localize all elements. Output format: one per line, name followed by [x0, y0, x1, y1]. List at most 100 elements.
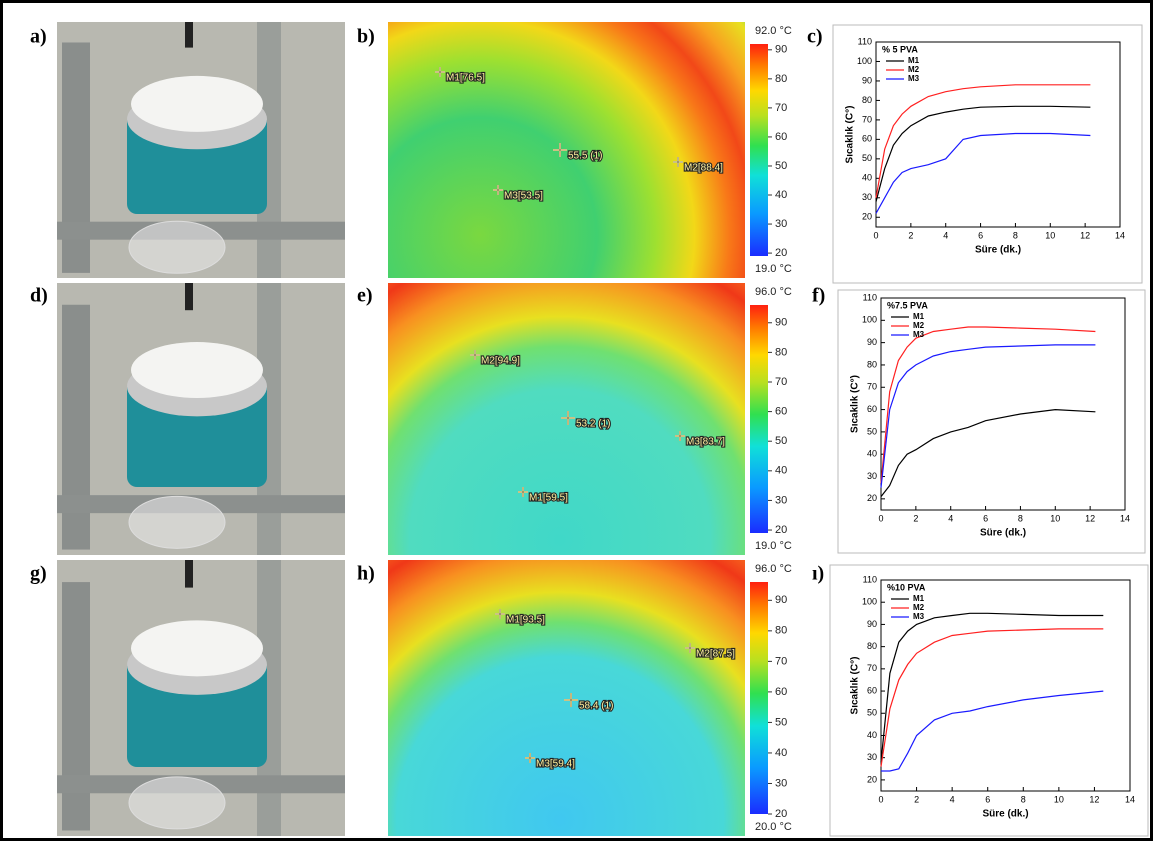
- y-tick-label: 70: [867, 663, 877, 673]
- y-tick-label: 60: [867, 685, 877, 695]
- marker-cross-outline: [675, 431, 685, 441]
- legend-label: M3: [913, 612, 925, 621]
- colorbar-tick-label: 50: [775, 435, 787, 447]
- series-line: [881, 690, 1104, 772]
- marker-cross-outline: [518, 487, 528, 497]
- petri: [128, 220, 226, 274]
- marker-label: M3[53.5]: [504, 191, 543, 202]
- colorbar-tick-label: 90: [775, 594, 787, 606]
- x-tick-label: 0: [878, 513, 883, 523]
- y-axis-label: Sıcaklık (C°): [850, 375, 861, 433]
- colorbar-tick-label: 60: [775, 406, 787, 418]
- plate: [131, 342, 263, 399]
- series-line: [875, 132, 1091, 214]
- marker-label: M1[76.5]: [446, 73, 485, 84]
- plate: [131, 75, 263, 132]
- y-tick-label: 20: [867, 774, 877, 784]
- marker-label: 53.2 (1): [576, 419, 610, 430]
- panel-label: f): [812, 285, 825, 307]
- thermal-image: [388, 560, 745, 836]
- y-tick-label: 110: [863, 292, 877, 302]
- marker-label: 58.4 (1): [579, 701, 613, 712]
- series-line: [875, 105, 1091, 202]
- marker-cross-outline: [525, 753, 535, 763]
- y-tick-label: 100: [857, 56, 872, 66]
- colorbar-tick-label: 20: [775, 247, 787, 259]
- colorbar-tick-label: 30: [775, 494, 787, 506]
- series-line: [880, 344, 1096, 488]
- marker-label: M1[59.5]: [529, 493, 568, 504]
- plot-area: [875, 41, 1121, 228]
- y-tick-label: 70: [862, 114, 872, 124]
- marker-cross-outline: [495, 609, 505, 619]
- petri: [128, 776, 226, 830]
- colorbar-tick-label: 80: [775, 625, 787, 637]
- x-tick-label: 8: [1013, 230, 1018, 240]
- marker-label: M3[83.7]: [686, 437, 725, 448]
- colorbar-max: 96.0 °C: [755, 286, 792, 298]
- x-tick-label: 12: [1085, 513, 1095, 523]
- marker-label: M2[94.9]: [481, 356, 520, 367]
- legend-title: %7.5 PVA: [887, 300, 928, 310]
- colorbar-tick-label: 70: [775, 655, 787, 667]
- y-tick-label: 50: [867, 708, 877, 718]
- legend-label: M2: [913, 321, 925, 330]
- legend-label: M3: [913, 330, 925, 339]
- legend-label: M1: [913, 312, 925, 321]
- colorbar-tick-label: 60: [775, 686, 787, 698]
- y-tick-label: 20: [862, 212, 872, 222]
- marker-label: M1[93.5]: [506, 615, 545, 626]
- x-axis-label: Süre (dk.): [982, 809, 1028, 820]
- y-tick-label: 40: [867, 730, 877, 740]
- panel-label: e): [357, 285, 373, 307]
- colorbar-tick-label: 50: [775, 160, 787, 172]
- panel-label: c): [807, 26, 823, 48]
- x-tick-label: 6: [978, 230, 983, 240]
- x-tick-label: 10: [1045, 230, 1055, 240]
- y-tick-label: 20: [867, 493, 877, 503]
- series-line: [880, 612, 1104, 763]
- series-line: [875, 84, 1091, 198]
- legend-label: M1: [913, 594, 925, 603]
- marker-cross-outline: [493, 185, 503, 195]
- x-tick-label: 2: [914, 794, 919, 804]
- marker-cross-outline: [553, 143, 567, 157]
- panel-label: g): [30, 563, 47, 585]
- marker-label: M3[59.4]: [536, 759, 575, 770]
- x-axis-label: Süre (dk.): [980, 528, 1026, 539]
- x-tick-label: 2: [913, 513, 918, 523]
- petri: [128, 495, 226, 549]
- colorbar-tick-label: 80: [775, 346, 787, 358]
- y-tick-label: 90: [862, 75, 872, 85]
- y-tick-label: 80: [862, 95, 872, 105]
- y-tick-label: 30: [867, 471, 877, 481]
- series-line: [880, 408, 1096, 497]
- x-tick-label: 0: [878, 794, 883, 804]
- y-tick-label: 80: [867, 359, 877, 369]
- chart-box: [837, 289, 1146, 554]
- colorbar-tick-label: 30: [775, 218, 787, 230]
- x-tick-label: 8: [1021, 794, 1026, 804]
- legend-label: M1: [908, 56, 920, 65]
- legend-title: % 5 PVA: [882, 44, 918, 54]
- colorbar-min: 20.0 °C: [755, 821, 792, 833]
- x-tick-label: 12: [1080, 230, 1090, 240]
- marker-cross-outline: [673, 157, 683, 167]
- y-axis-label: Sıcaklık (C°): [850, 657, 861, 715]
- y-tick-label: 110: [858, 36, 872, 46]
- x-tick-label: 2: [908, 230, 913, 240]
- y-tick-label: 50: [862, 153, 872, 163]
- colorbar-tick-label: 70: [775, 102, 787, 114]
- marker-cross-outline: [685, 643, 695, 653]
- panel-label: h): [357, 563, 375, 585]
- x-tick-label: 4: [943, 230, 948, 240]
- x-tick-label: 4: [948, 513, 953, 523]
- plot-area: [880, 297, 1126, 511]
- y-tick-label: 110: [863, 574, 877, 584]
- x-axis-label: Süre (dk.): [975, 245, 1021, 256]
- series-line: [880, 628, 1104, 767]
- colorbar-min: 19.0 °C: [755, 540, 792, 552]
- colorbar: [750, 44, 768, 256]
- x-tick-label: 14: [1125, 794, 1135, 804]
